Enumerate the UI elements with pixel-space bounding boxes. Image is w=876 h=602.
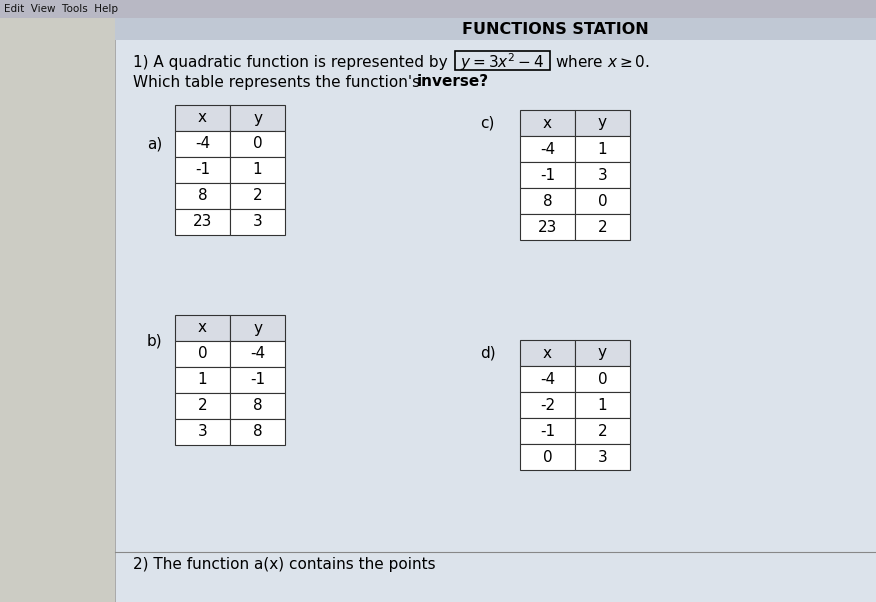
Text: 2) The function a(x) contains the points: 2) The function a(x) contains the points: [133, 557, 435, 573]
Text: 2: 2: [597, 220, 607, 235]
Bar: [230, 209, 285, 235]
Bar: [575, 418, 630, 444]
Bar: [0, 0, 115, 602]
Text: -1: -1: [250, 373, 265, 388]
Bar: [230, 393, 285, 419]
Text: 23: 23: [538, 220, 557, 235]
Bar: [175, 157, 230, 183]
Text: 2: 2: [252, 188, 262, 203]
Bar: [0, 0, 876, 18]
Text: 8: 8: [543, 193, 552, 208]
Text: y: y: [253, 320, 262, 335]
Text: d): d): [480, 346, 496, 361]
Text: x: x: [198, 111, 207, 125]
Bar: [520, 188, 575, 214]
Bar: [575, 366, 630, 392]
Bar: [175, 393, 230, 419]
Text: -1: -1: [540, 167, 555, 182]
Text: -4: -4: [540, 141, 555, 157]
Bar: [230, 367, 285, 393]
Bar: [230, 341, 285, 367]
Bar: [175, 131, 230, 157]
Text: -1: -1: [540, 423, 555, 438]
Bar: [575, 214, 630, 240]
Text: a): a): [147, 137, 162, 152]
Bar: [520, 162, 575, 188]
Text: 0: 0: [543, 450, 552, 465]
Text: 1: 1: [198, 373, 208, 388]
Bar: [230, 131, 285, 157]
Bar: [455, 51, 550, 70]
Bar: [520, 340, 575, 366]
Text: -4: -4: [195, 137, 210, 152]
Bar: [175, 105, 230, 131]
Bar: [175, 183, 230, 209]
Text: -1: -1: [195, 163, 210, 178]
Text: 3: 3: [597, 167, 607, 182]
Text: $y = 3x^2 - 4$: $y = 3x^2 - 4$: [460, 51, 545, 73]
Bar: [575, 392, 630, 418]
Bar: [175, 315, 230, 341]
Bar: [575, 136, 630, 162]
Text: 1: 1: [597, 141, 607, 157]
Text: 8: 8: [198, 188, 208, 203]
Bar: [520, 110, 575, 136]
Bar: [230, 157, 285, 183]
Text: 3: 3: [597, 450, 607, 465]
Bar: [115, 0, 116, 602]
Bar: [175, 367, 230, 393]
Bar: [520, 392, 575, 418]
Bar: [520, 444, 575, 470]
Bar: [115, 18, 876, 40]
Text: 0: 0: [198, 347, 208, 361]
Text: 8: 8: [252, 399, 262, 414]
Text: inverse?: inverse?: [417, 75, 489, 90]
Text: b): b): [147, 334, 163, 349]
Text: 3: 3: [252, 214, 263, 229]
Bar: [575, 340, 630, 366]
Text: y: y: [253, 111, 262, 125]
Text: y: y: [598, 346, 607, 361]
Bar: [575, 110, 630, 136]
Text: Edit  View  Tools  Help: Edit View Tools Help: [4, 4, 118, 14]
Text: c): c): [480, 116, 494, 131]
Text: where $x \geq 0$.: where $x \geq 0$.: [555, 54, 650, 70]
Text: 0: 0: [252, 137, 262, 152]
Bar: [175, 419, 230, 445]
Bar: [520, 214, 575, 240]
Bar: [520, 418, 575, 444]
Bar: [175, 341, 230, 367]
Text: 8: 8: [252, 424, 262, 439]
Bar: [230, 183, 285, 209]
Text: 2: 2: [198, 399, 208, 414]
Text: 1: 1: [252, 163, 262, 178]
Text: 2: 2: [597, 423, 607, 438]
Bar: [175, 209, 230, 235]
Text: FUNCTIONS STATION: FUNCTIONS STATION: [463, 22, 649, 37]
Text: 23: 23: [193, 214, 212, 229]
Text: 0: 0: [597, 371, 607, 386]
Text: x: x: [543, 116, 552, 131]
Text: x: x: [543, 346, 552, 361]
Bar: [230, 105, 285, 131]
Bar: [575, 188, 630, 214]
Bar: [520, 366, 575, 392]
Text: 1: 1: [597, 397, 607, 412]
Bar: [575, 444, 630, 470]
Text: 0: 0: [597, 193, 607, 208]
Bar: [520, 136, 575, 162]
Text: 1) A quadratic function is represented by: 1) A quadratic function is represented b…: [133, 55, 448, 69]
Bar: [230, 315, 285, 341]
Bar: [575, 162, 630, 188]
Text: x: x: [198, 320, 207, 335]
Text: 3: 3: [198, 424, 208, 439]
Bar: [230, 419, 285, 445]
Text: y: y: [598, 116, 607, 131]
Text: -4: -4: [250, 347, 265, 361]
Text: Which table represents the function's: Which table represents the function's: [133, 75, 425, 90]
Text: -2: -2: [540, 397, 555, 412]
Text: -4: -4: [540, 371, 555, 386]
